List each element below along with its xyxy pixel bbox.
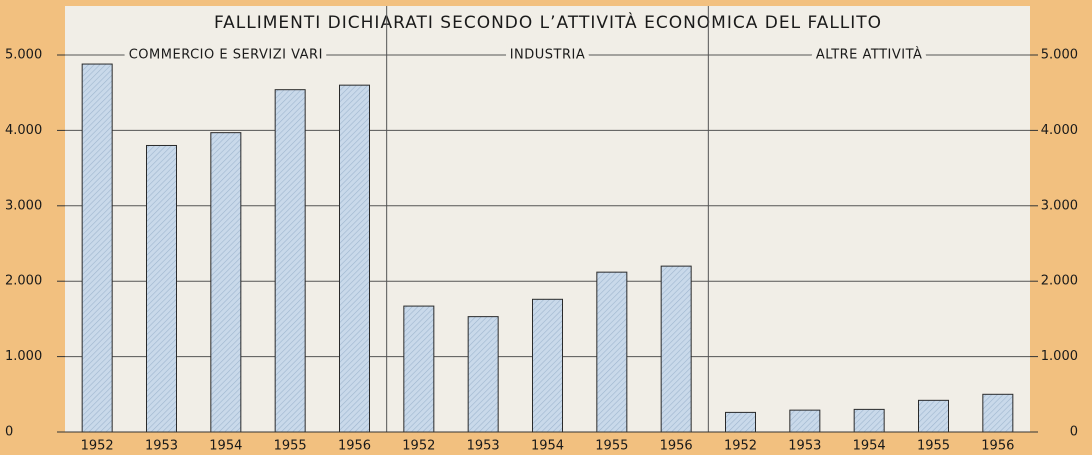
x-tick-label: 1954 <box>853 439 886 454</box>
y-tick-label: 1.000 <box>5 349 42 364</box>
bar <box>274 89 306 433</box>
bar <box>339 84 370 433</box>
group-label: INDUSTRIA <box>510 48 586 63</box>
y2-tick-label: 0 <box>1070 425 1078 440</box>
y2-tick-label: 3.000 <box>1041 198 1078 213</box>
bar <box>210 132 242 433</box>
x-tick-label: 1956 <box>981 439 1014 454</box>
x-tick-label: 1953 <box>467 439 500 454</box>
x-tick-label: 1954 <box>531 439 564 454</box>
bar <box>403 305 435 433</box>
x-tick-label: 1952 <box>724 439 757 454</box>
x-tick-label: 1955 <box>274 439 307 454</box>
x-tick-label: 1953 <box>788 439 821 454</box>
x-tick-label: 1952 <box>81 439 114 454</box>
group-label: COMMERCIO E SERVIZI VARI <box>129 48 323 63</box>
x-tick-label: 1954 <box>209 439 242 454</box>
y-tick-label: 0 <box>5 425 13 440</box>
chart-title: FALLIMENTI DICHIARATI SECONDO L’ATTIVITÀ… <box>214 11 882 33</box>
y2-tick-label: 2.000 <box>1041 274 1078 289</box>
y2-tick-label: 1.000 <box>1041 349 1078 364</box>
y-tick-label: 2.000 <box>5 274 42 289</box>
y-tick-label: 3.000 <box>5 198 42 213</box>
x-tick-label: 1955 <box>917 439 950 454</box>
bar <box>918 399 949 433</box>
y2-tick-label: 4.000 <box>1041 123 1078 138</box>
y-tick-label: 5.000 <box>5 48 42 63</box>
x-tick-label: 1956 <box>338 439 371 454</box>
bar <box>467 316 499 433</box>
x-tick-label: 1953 <box>145 439 178 454</box>
group-label: ALTRE ATTIVITÀ <box>816 47 923 63</box>
bar <box>789 409 821 433</box>
bar <box>81 63 113 433</box>
x-tick-label: 1955 <box>595 439 628 454</box>
x-tick-label: 1956 <box>660 439 693 454</box>
bar <box>725 411 756 433</box>
bar <box>853 408 885 433</box>
bar <box>146 144 177 433</box>
y-tick-label: 4.000 <box>5 123 42 138</box>
bar <box>982 393 1014 433</box>
x-tick-label: 1952 <box>402 439 435 454</box>
bar <box>532 298 563 433</box>
bar <box>596 271 628 433</box>
bar <box>660 265 692 433</box>
y2-tick-label: 5.000 <box>1041 48 1078 63</box>
